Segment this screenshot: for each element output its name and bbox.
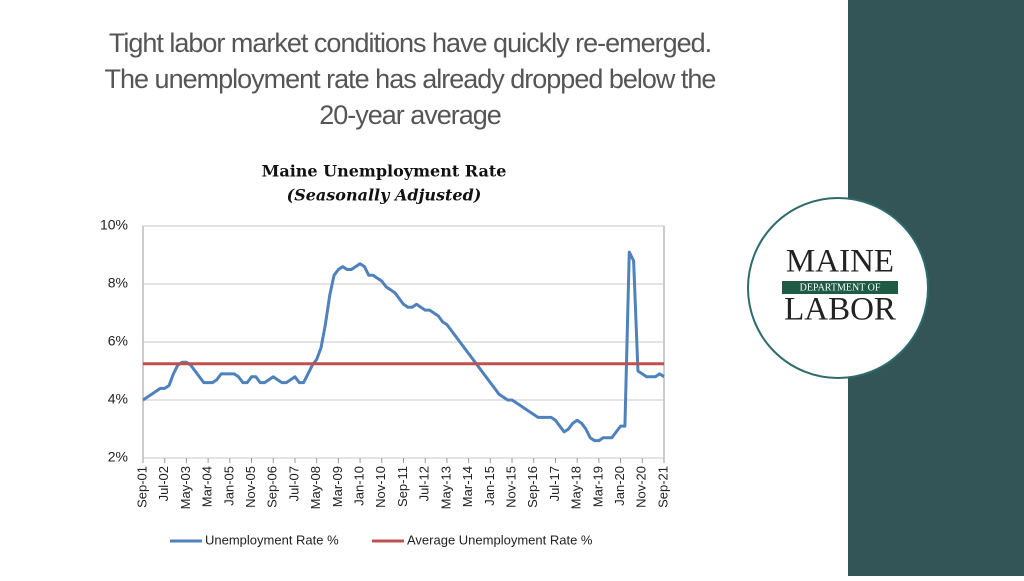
x-tick-label: Nov-20: [634, 466, 649, 508]
x-tick-label: Mar-19: [590, 466, 605, 507]
x-tick-label: Sep-21: [655, 466, 670, 508]
data-line: [142, 250, 665, 443]
logo-band: [782, 281, 898, 294]
x-tick-label: Sep-11: [395, 466, 410, 507]
slide-title: The unemployment rate has already droppe…: [105, 64, 716, 94]
x-tick-label: Mar-09: [330, 466, 345, 507]
x-tick-label: Jan-20: [612, 466, 627, 506]
slide-title: 20-year average: [319, 100, 501, 130]
slide-title: Tight labor market conditions have quick…: [109, 28, 711, 58]
x-tick-label: Sep-01: [134, 466, 149, 508]
x-tick-label: Nov-15: [503, 466, 518, 508]
x-tick-label: Jan-05: [221, 466, 236, 506]
legend-label: Average Unemployment Rate %: [407, 532, 593, 547]
x-tick-label: Mar-04: [200, 466, 215, 507]
x-tick-label: Jul-17: [547, 466, 562, 501]
y-tick-label: 2%: [108, 449, 128, 465]
logo-text: LABOR: [784, 292, 896, 328]
x-tick-label: Sep-06: [265, 466, 280, 508]
logo-text: DEPARTMENT OF: [800, 282, 881, 293]
x-tick-label: Nov-10: [373, 466, 388, 508]
chart-title: Maine Unemployment Rate: [262, 162, 507, 181]
x-tick-label: Jul-02: [156, 466, 171, 501]
y-tick-label: 6%: [108, 333, 128, 349]
y-tick-label: 8%: [108, 275, 128, 291]
x-tick-label: May-13: [438, 466, 453, 509]
x-tick-label: Jul-12: [417, 466, 432, 501]
logo-text: MAINE: [786, 244, 894, 280]
x-tick-label: Sep-16: [525, 466, 540, 508]
x-tick-label: Jan-10: [352, 466, 367, 506]
x-tick-label: Jul-07: [286, 466, 301, 501]
x-tick-label: May-08: [308, 466, 323, 509]
x-tick-label: Jan-15: [482, 466, 497, 506]
legend-label: Unemployment Rate %: [205, 532, 339, 547]
y-tick-label: 10%: [100, 217, 128, 233]
x-tick-label: Nov-05: [243, 466, 258, 508]
y-tick-label: 4%: [108, 391, 128, 407]
x-tick-label: Mar-14: [460, 466, 475, 507]
x-tick-label: May-03: [178, 466, 193, 509]
x-tick-label: May-18: [569, 466, 584, 509]
chart-subtitle: (Seasonally Adjusted): [287, 186, 482, 205]
